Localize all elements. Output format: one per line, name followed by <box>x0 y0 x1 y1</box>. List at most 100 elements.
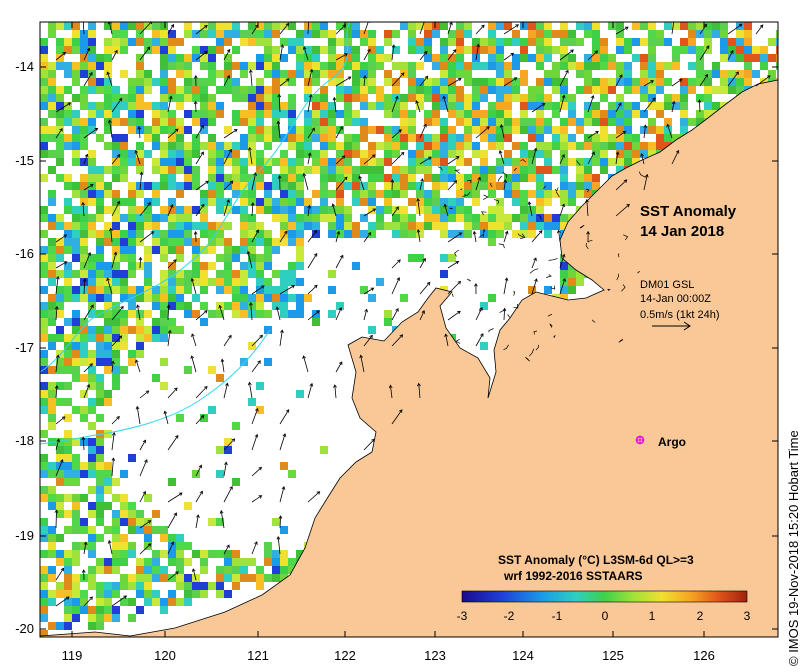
sst-cell <box>488 214 496 222</box>
sst-cell <box>56 358 64 366</box>
sst-cell <box>240 230 248 238</box>
current-arrow-head <box>229 486 233 490</box>
sst-cell <box>200 54 208 62</box>
current-arrow <box>164 411 169 425</box>
current-arrow-head <box>84 153 89 158</box>
sst-cell <box>72 438 80 446</box>
sst-cell <box>176 302 184 310</box>
current-arrow-head <box>277 93 282 98</box>
sst-cell <box>360 62 368 70</box>
sst-cell <box>80 526 88 534</box>
sst-cell <box>440 38 448 46</box>
sst-cell <box>160 334 168 342</box>
current-arrow <box>139 491 146 503</box>
sst-cell <box>160 110 168 118</box>
current-arrow <box>473 231 477 243</box>
sst-cell <box>192 270 200 278</box>
sst-cell <box>440 222 448 230</box>
sst-cell <box>648 38 656 46</box>
sst-cell <box>496 118 504 126</box>
sst-cell <box>504 94 512 102</box>
sst-cell <box>272 238 280 246</box>
sst-cell <box>648 46 656 54</box>
current-arrow <box>475 126 490 139</box>
sst-cell <box>232 566 240 574</box>
sst-cell <box>64 606 72 614</box>
sst-cell <box>480 94 488 102</box>
sst-cell <box>408 158 416 166</box>
sst-cell <box>656 110 664 118</box>
current-arrow <box>503 77 518 87</box>
current-arrow <box>223 438 235 451</box>
current-arrow <box>359 176 365 191</box>
sst-cell <box>680 126 688 134</box>
current-arrow <box>223 462 227 477</box>
sst-cell <box>448 166 456 174</box>
sst-cell <box>232 294 240 302</box>
sst-cell <box>168 574 176 582</box>
current-arrow-head <box>650 80 654 84</box>
sst-cell <box>48 294 56 302</box>
sst-cell <box>472 150 480 158</box>
sst-cell <box>80 590 88 598</box>
current-arrow-head <box>420 178 424 182</box>
sst-cell <box>344 182 352 190</box>
sst-cell <box>672 54 680 62</box>
sst-cell <box>280 214 288 222</box>
sst-cell <box>640 22 648 30</box>
sst-cell <box>480 118 488 126</box>
current-arrow-head <box>86 383 90 388</box>
sst-cell <box>40 630 48 637</box>
sst-cell <box>384 110 392 118</box>
sst-cell <box>128 22 136 30</box>
sst-cell <box>48 302 56 310</box>
sst-cell <box>168 166 176 174</box>
sst-cell <box>216 374 224 382</box>
current-arrow <box>107 71 113 87</box>
sst-cell <box>568 198 576 206</box>
sst-cell <box>72 406 80 414</box>
sst-cell <box>384 54 392 62</box>
sst-cell <box>712 62 720 70</box>
sst-cell <box>264 230 272 238</box>
sst-cell <box>72 110 80 118</box>
current-arrow-head <box>443 203 448 208</box>
sst-cell <box>208 190 216 198</box>
sst-cell <box>288 142 296 150</box>
current-arrow-head <box>204 310 208 314</box>
sst-cell <box>592 118 600 126</box>
sst-cell <box>56 214 64 222</box>
sst-cell <box>104 126 112 134</box>
sst-cell <box>104 366 112 374</box>
sst-cell <box>360 86 368 94</box>
sst-cell <box>232 478 240 486</box>
sst-cell <box>744 70 752 78</box>
sst-cell <box>160 38 168 46</box>
sst-cell <box>184 30 192 38</box>
sst-cell <box>80 70 88 78</box>
sst-cell <box>560 182 568 190</box>
sst-cell <box>104 118 112 126</box>
sst-cell <box>696 70 704 78</box>
sst-cell <box>88 438 96 446</box>
current-arrow-head <box>400 72 405 76</box>
current-arrow-head <box>472 230 477 235</box>
sst-cell <box>624 38 632 46</box>
sst-cell <box>216 86 224 94</box>
sst-cell <box>616 30 624 38</box>
sst-cell <box>328 62 336 70</box>
sst-cell <box>472 62 480 70</box>
current-arrow-head <box>139 171 144 176</box>
current-arrow <box>223 75 230 87</box>
sst-cell <box>120 198 128 206</box>
sst-cell <box>472 46 480 54</box>
sst-cell <box>240 214 248 222</box>
sst-cell <box>152 558 160 566</box>
current-arrow <box>83 252 91 269</box>
sst-cell <box>304 150 312 158</box>
longitude-axis: 119 120 121 122 123 124 125 126 <box>62 22 715 663</box>
sst-cell <box>336 166 344 174</box>
current-arrow <box>277 121 281 139</box>
sst-cell <box>728 78 736 86</box>
sst-cell <box>216 70 224 78</box>
